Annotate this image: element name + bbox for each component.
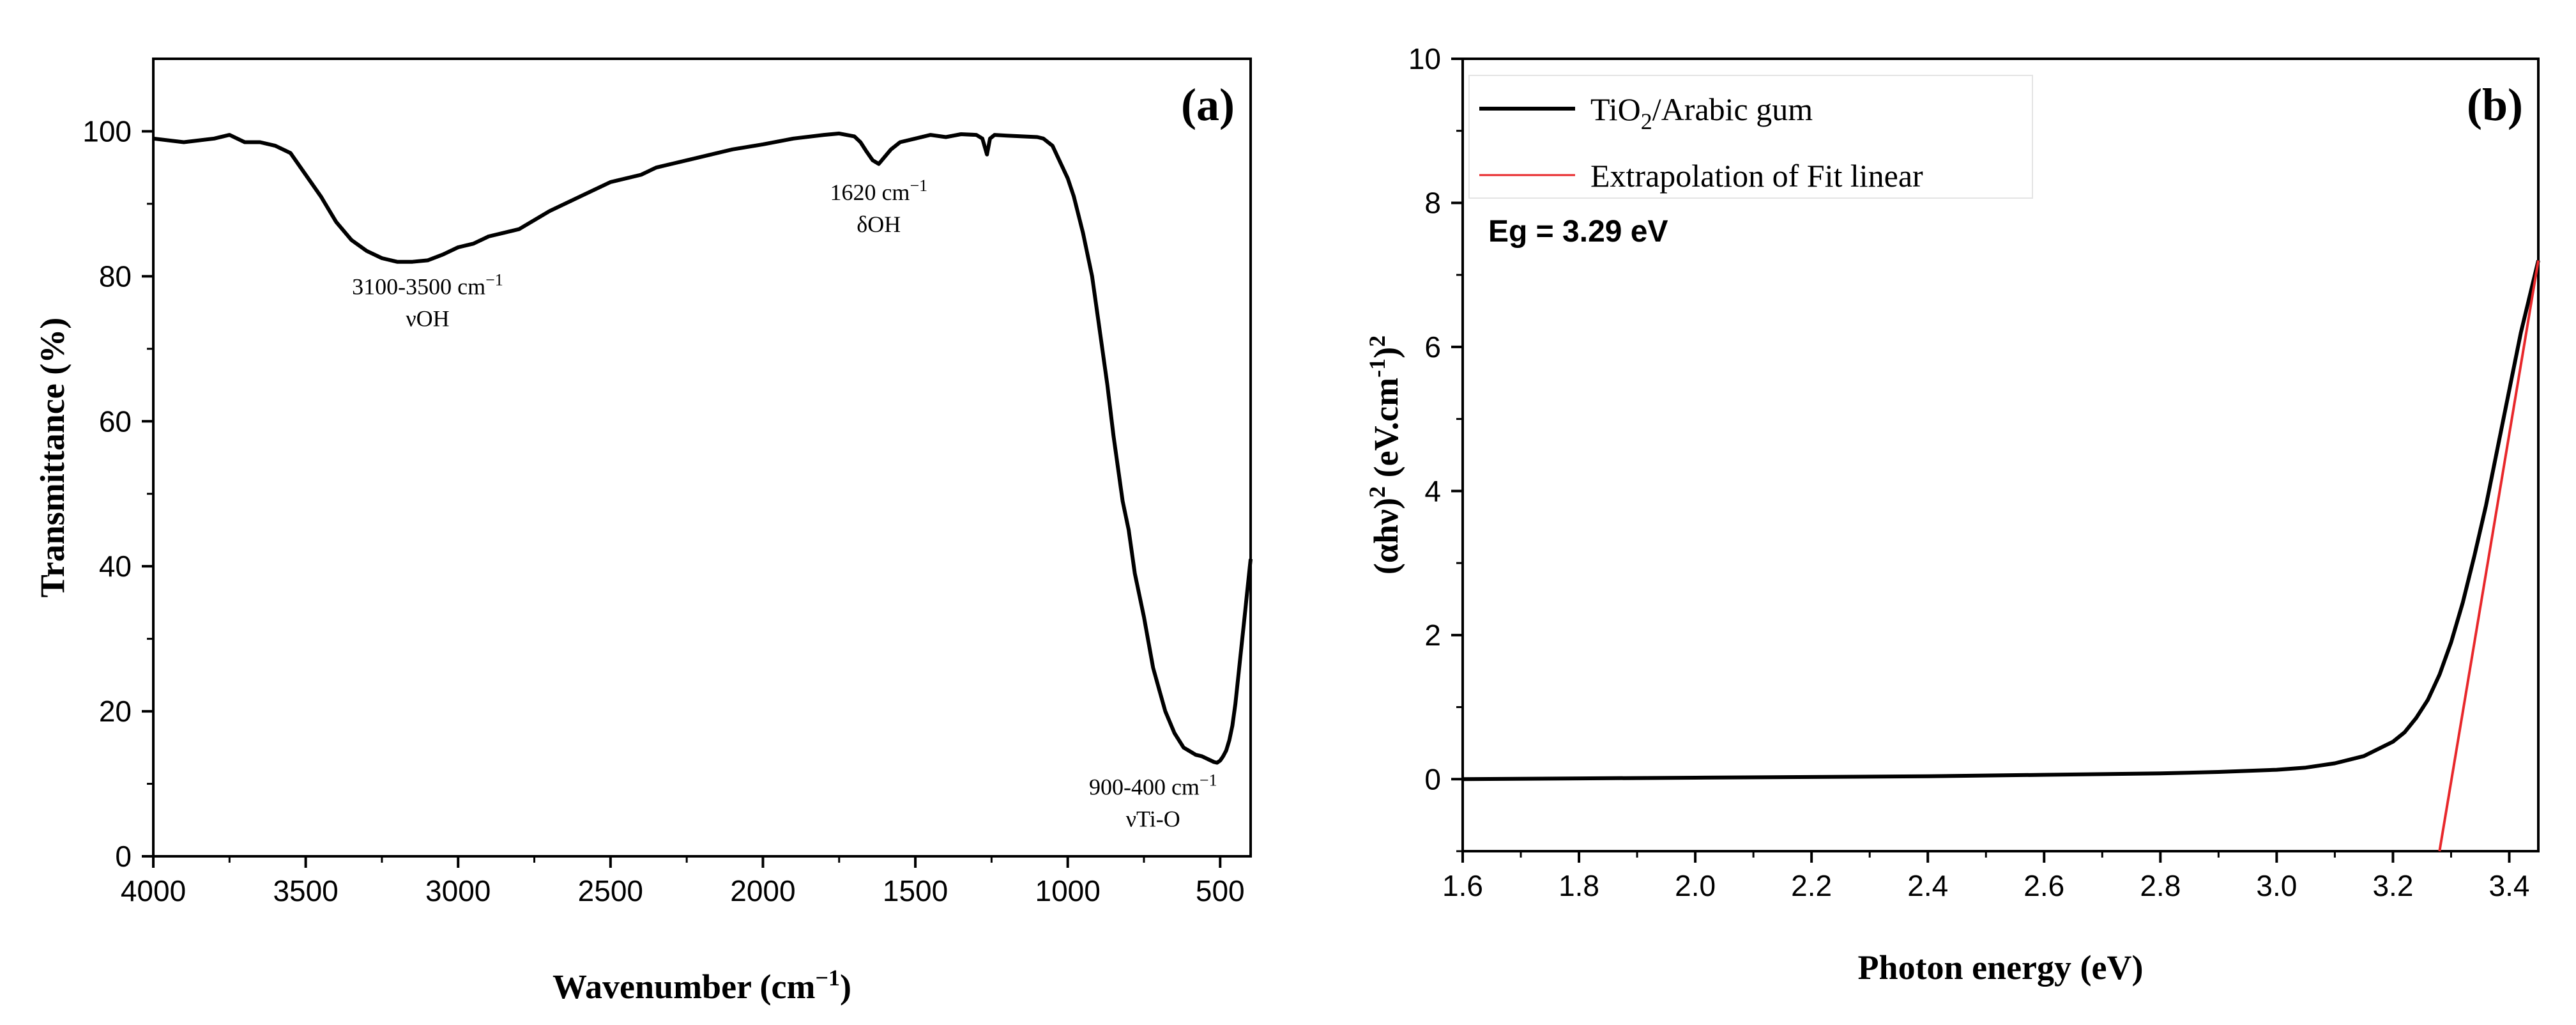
panel-b-y-ticks: 0 2 4 6 8 10 — [1408, 42, 1463, 852]
panel-b-x-tick-label: 3.4 — [2489, 869, 2530, 902]
panel-a-frame — [152, 58, 1252, 858]
legend-label-tio2: TiO2/Arabic gum — [1590, 91, 1813, 134]
annotation-ti-o-mode: νTi-O — [1126, 806, 1180, 832]
panel-b-x-tick-label: 1.8 — [1559, 869, 1599, 902]
panel-a-x-tick-label: 2000 — [730, 874, 795, 907]
panel-a-x-tick-label: 1500 — [883, 874, 948, 907]
panel-b-label: (b) — [2467, 79, 2523, 130]
panel-b-y-tick-label: 10 — [1408, 42, 1441, 75]
panel-b-x-tick-label: 2.8 — [2140, 869, 2181, 902]
panel-b-x-tick-label: 3.0 — [2256, 869, 2297, 902]
annotation-oh-bend-mode: δOH — [857, 212, 901, 237]
panel-b-x-tick-label: 2.2 — [1791, 869, 1832, 902]
panel-a-x-tick-label: 500 — [1196, 874, 1245, 907]
panel-a-y-tick-label: 60 — [99, 405, 132, 438]
legend-label-fit: Extrapolation of Fit linear — [1590, 158, 1923, 194]
panel-a-ftir: 4000 3500 3000 2500 2000 1500 1000 500 0 20 40 60 8… — [33, 58, 1253, 1006]
panel-b-x-axis-title: Photon energy (eV) — [1858, 948, 2144, 987]
panel-b-x-tick-label: 2.0 — [1675, 869, 1716, 902]
ftir-spectrum-line — [153, 131, 1253, 765]
panel-b-legend: TiO2/Arabic gum Extrapolation of Fit lin… — [1468, 75, 2033, 199]
panel-a-y-tick-label: 40 — [99, 550, 132, 583]
panel-b-tauc: 1.6 1.8 2.0 2.2 2.4 2.6 2.8 3.0 3.2 3.4 0 2 4 6 8 10 T… — [1364, 42, 2540, 987]
tio2-arabic-gum-curve — [1462, 259, 2540, 782]
panel-b-y-tick-label: 0 — [1424, 762, 1441, 796]
legend-box — [1468, 75, 2033, 199]
annotation-oh-stretch-mode: νOH — [406, 306, 449, 332]
panel-b-x-tick-label: 2.6 — [2023, 869, 2064, 902]
band-gap-label: Eg = 3.29 eV — [1488, 215, 1668, 249]
annotation-oh-bend-position: 1620 cm−1 — [830, 176, 927, 205]
panel-a-y-tick-label: 0 — [115, 840, 132, 873]
panel-a-x-tick-label: 2500 — [578, 874, 643, 907]
panel-b-frame — [1461, 58, 2540, 852]
panel-a-x-tick-label: 3500 — [273, 874, 338, 907]
panel-b-y-tick-label: 4 — [1424, 474, 1441, 507]
panel-b-y-tick-label: 2 — [1424, 619, 1441, 652]
panel-a-x-tick-label: 1000 — [1035, 874, 1100, 907]
panel-a-y-tick-label: 80 — [99, 259, 132, 293]
annotation-oh-stretch-position: 3100-3500 cm−1 — [352, 271, 503, 300]
panel-a-x-tick-label: 3000 — [425, 874, 491, 907]
panel-a-y-axis-title: Transmittance (%) — [33, 318, 72, 597]
panel-a-label: (a) — [1181, 79, 1235, 130]
panel-a-x-ticks: 4000 3500 3000 2500 2000 1500 1000 500 — [121, 856, 1245, 907]
panel-a-y-tick-label: 20 — [99, 695, 132, 728]
panel-b-y-tick-label: 8 — [1424, 186, 1441, 219]
panel-a-y-tick-label: 100 — [82, 114, 132, 148]
annotation-ti-o-position: 900-400 cm−1 — [1089, 771, 1217, 800]
panel-a-x-tick-label: 4000 — [121, 874, 186, 907]
panel-a-y-ticks: 0 20 40 60 80 100 — [82, 114, 153, 873]
panel-b-y-axis-title: (αhν)2 (eV.cm-1)2 — [1364, 335, 1405, 574]
linear-fit-extrapolation-line — [2438, 260, 2540, 852]
panel-a-annotations: 3100-3500 cm−1 νOH 1620 cm−1 δOH 900-400 cm−… — [352, 176, 1217, 831]
panel-b-x-tick-label: 2.4 — [1907, 869, 1948, 902]
panel-b-x-tick-label: 1.6 — [1442, 869, 1483, 902]
panel-b-x-tick-label: 3.2 — [2372, 869, 2413, 902]
panel-b-x-ticks: 1.6 1.8 2.0 2.2 2.4 2.6 2.8 3.0 3.2 3.4 — [1442, 851, 2529, 902]
panel-a-x-axis-title: Wavenumber (cm−1) — [553, 965, 851, 1006]
panel-b-y-tick-label: 6 — [1424, 330, 1441, 364]
